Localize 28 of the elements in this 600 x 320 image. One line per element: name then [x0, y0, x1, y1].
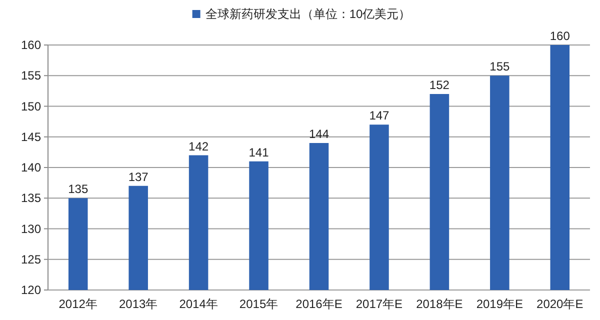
- data-label: 135: [68, 182, 88, 196]
- x-tick-label: 2013年: [118, 297, 158, 311]
- y-tick-label: 135: [20, 191, 42, 206]
- data-label: 160: [550, 29, 570, 43]
- legend-label: 全球新药研发支出（单位：10亿美元）: [205, 7, 411, 21]
- y-tick-label: 140: [20, 160, 42, 174]
- y-tick-label: 150: [20, 99, 42, 114]
- data-label: 144: [308, 127, 330, 141]
- x-tick-label: 2014年: [179, 297, 218, 311]
- data-label: 155: [490, 60, 510, 74]
- data-label: 147: [369, 108, 390, 123]
- y-tick-label: 125: [20, 252, 42, 266]
- x-tick-label: 2016年E: [296, 297, 342, 311]
- data-label: 141: [248, 145, 270, 160]
- y-tick-label: 145: [20, 130, 42, 144]
- y-tick-label: 160: [20, 38, 42, 52]
- y-tick-label: 130: [20, 222, 42, 236]
- data-label: 142: [188, 139, 209, 154]
- x-tick-label: 2015年: [239, 297, 278, 311]
- x-tick-label: 2018年E: [416, 297, 463, 311]
- data-label: 152: [429, 78, 450, 92]
- x-tick-label: 2017年E: [356, 297, 403, 311]
- y-tick-label: 155: [20, 68, 42, 83]
- y-tick-label: 120: [20, 283, 42, 297]
- data-label: 137: [128, 170, 149, 184]
- x-tick-label: 2012年: [58, 297, 98, 311]
- x-tick-label: 2020年E: [536, 297, 584, 311]
- x-tick-label: 2019年E: [476, 297, 524, 311]
